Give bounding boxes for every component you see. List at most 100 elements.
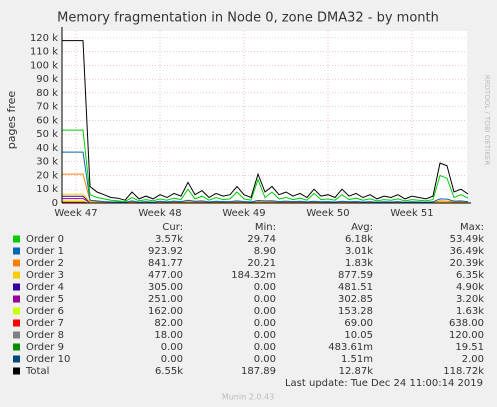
x-tick-label: Week 51 [390, 208, 433, 219]
legend-stat: 10.05 [344, 330, 373, 341]
legend-label: Order 4 [26, 282, 64, 293]
series-line [62, 129, 469, 203]
legend-swatch [13, 283, 20, 291]
legend-stat: 18.00 [154, 330, 183, 341]
y-tick-label: 0 [52, 198, 58, 209]
legend-swatch [13, 259, 20, 267]
legend-stat: 302.85 [338, 294, 373, 305]
legend-stat: 0.00 [161, 342, 183, 353]
x-tick-label: Week 49 [222, 208, 265, 219]
plot-area [62, 31, 467, 203]
legend-stat: 4.90k [456, 282, 484, 293]
y-tick-label: 120 k [30, 33, 58, 44]
legend-stat: 477.00 [148, 270, 183, 281]
y-tick-label: 10 k [36, 184, 58, 195]
legend-swatch [13, 319, 20, 327]
legend-stat: 305.00 [148, 282, 183, 293]
y-tick-label: 30 k [36, 157, 58, 168]
legend-swatch [13, 271, 20, 279]
series-line [62, 151, 469, 203]
legend-stat: 162.00 [148, 306, 183, 317]
legend-stat: 483.61m [328, 342, 373, 353]
legend-stat: 0.00 [254, 294, 276, 305]
legend-header: Avg: [351, 222, 373, 233]
legend-label: Order 0 [26, 234, 64, 245]
legend-stat: 251.00 [148, 294, 183, 305]
legend-stat: 0.00 [254, 306, 276, 317]
chart-title: Memory fragmentation in Node 0, zone DMA… [57, 11, 439, 26]
legend-stat: 6.18k [345, 234, 373, 245]
legend-stat: 638.00 [449, 318, 484, 329]
y-tick-label: 110 k [30, 47, 58, 58]
x-tick-label: Week 50 [306, 208, 349, 219]
legend-swatch [13, 331, 20, 339]
legend-stat: 841.77 [148, 258, 183, 269]
legend-label: Order 6 [26, 306, 64, 317]
last-update: Last update: Tue Dec 24 11:00:14 2019 [285, 378, 483, 389]
y-tick-label: 100 k [30, 60, 58, 71]
legend-label: Order 10 [26, 354, 70, 365]
x-tick-label: Week 47 [54, 208, 97, 219]
legend-stat: 36.49k [450, 246, 485, 257]
legend-stat: 1.51m [341, 354, 373, 365]
legend-header: Cur: [162, 222, 183, 233]
legend-swatch [13, 355, 20, 363]
legend-stat: 0.00 [254, 282, 276, 293]
legend-stat: 1.63k [456, 306, 484, 317]
legend-stat: 2.00 [462, 354, 484, 365]
y-tick-label: 60 k [36, 115, 58, 126]
legend-stat: 3.20k [456, 294, 484, 305]
legend-swatch [13, 235, 20, 243]
legend-label: Order 3 [26, 270, 64, 281]
legend-label: Order 7 [26, 318, 64, 329]
y-tick-label: 20 k [36, 170, 58, 181]
y-tick-label: 70 k [36, 102, 58, 113]
legend-stat: 3.57k [155, 234, 183, 245]
legend-swatch [13, 295, 20, 303]
legend-stat: 0.00 [161, 354, 183, 365]
legend-stat: 481.51 [338, 282, 373, 293]
legend-stat: 187.89 [241, 366, 276, 377]
legend-stat: 53.49k [450, 234, 485, 245]
footer: Munin 2.0.43 [222, 393, 274, 402]
legend-label: Order 8 [26, 330, 64, 341]
legend-swatch [13, 307, 20, 315]
legend-swatch [13, 247, 20, 255]
legend-stat: 82.00 [154, 318, 183, 329]
legend-stat: 12.87k [339, 366, 374, 377]
y-tick-label: 90 k [36, 74, 58, 85]
legend-header: Max: [460, 222, 484, 233]
legend-stat: 877.59 [338, 270, 373, 281]
legend-stat: 0.00 [254, 330, 276, 341]
legend-stat: 120.00 [449, 330, 484, 341]
legend-label: Order 1 [26, 246, 64, 257]
legend-label: Order 9 [26, 342, 64, 353]
legend-stat: 6.35k [456, 270, 484, 281]
legend-stat: 6.55k [155, 366, 183, 377]
y-tick-label: 80 k [36, 88, 58, 99]
legend-label: Total [25, 366, 49, 377]
legend-header: Min: [255, 222, 276, 233]
x-tick-label: Week 48 [138, 208, 181, 219]
legend-stat: 0.00 [254, 318, 276, 329]
legend-swatch [13, 367, 20, 375]
legend-stat: 923.92 [148, 246, 183, 257]
y-tick-label: 40 k [36, 143, 58, 154]
legend-label: Order 2 [26, 258, 64, 269]
y-tick-label: 50 k [36, 129, 58, 140]
legend-stat: 20.21 [247, 258, 276, 269]
legend-stat: 184.32m [231, 270, 276, 281]
legend-stat: 29.74 [247, 234, 276, 245]
legend-stat: 118.72k [443, 366, 484, 377]
legend-stat: 20.39k [450, 258, 485, 269]
legend-stat: 0.00 [254, 342, 276, 353]
side-text: RRDTOOL / TOBI OETIKER [483, 75, 491, 165]
legend-stat: 153.28 [338, 306, 373, 317]
legend-swatch [13, 343, 20, 351]
legend-stat: 1.83k [345, 258, 373, 269]
legend-stat: 3.01k [345, 246, 373, 257]
legend-label: Order 5 [26, 294, 64, 305]
legend-stat: 8.90 [254, 246, 276, 257]
legend-stat: 69.00 [344, 318, 373, 329]
